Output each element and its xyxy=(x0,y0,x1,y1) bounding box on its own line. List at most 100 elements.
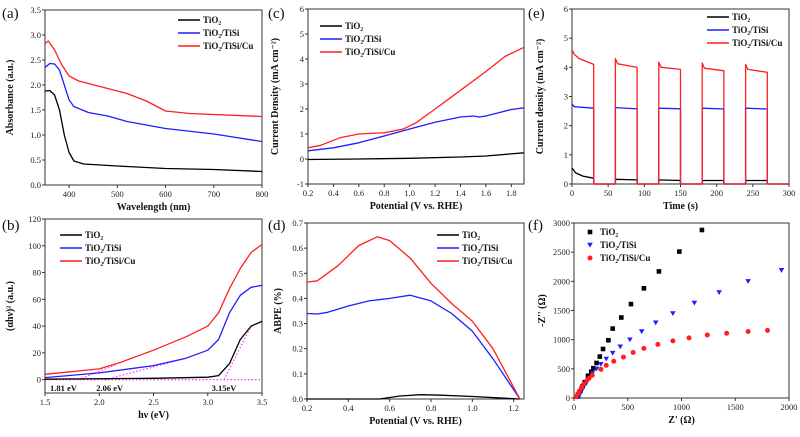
plot-frame xyxy=(307,8,525,185)
series-2 xyxy=(45,40,262,118)
band-gap-annotation: 3.15eV xyxy=(212,383,238,393)
data-point xyxy=(670,311,676,317)
data-point xyxy=(704,332,710,338)
series-0 xyxy=(308,152,524,161)
y-tick-label: 0.3 xyxy=(292,319,303,329)
data-point xyxy=(641,345,647,351)
y-tick-label: 2.5 xyxy=(30,55,41,65)
y-tick-label: 20 xyxy=(33,348,42,358)
legend-entry: TiO₂/TiSi/Cu xyxy=(345,47,395,57)
x-tick-label: 200 xyxy=(710,188,723,198)
legend-marker xyxy=(587,229,593,235)
y-tick-label: 2000 xyxy=(553,276,570,286)
legend-marker xyxy=(587,255,593,261)
band-gap-annotation: 2.06 eV xyxy=(96,383,124,393)
y-tick-label: 6 xyxy=(300,4,304,14)
data-point xyxy=(617,344,624,350)
x-tick-label: 1.6 xyxy=(481,188,492,198)
legend-entry: TiO₂/TiSi xyxy=(462,243,499,253)
x-tick-label: 250 xyxy=(746,188,759,198)
x-tick-label: 1.8 xyxy=(506,188,517,198)
x-tick-label: 500 xyxy=(621,402,634,412)
legend-entry: TiO₂/TiSi xyxy=(732,25,769,35)
series-2 xyxy=(308,46,524,149)
y-tick-label: 1500 xyxy=(553,306,570,316)
data-point xyxy=(620,354,626,360)
series-line xyxy=(307,394,520,400)
x-axis-label: hν (eV) xyxy=(138,410,169,421)
y-tick-label: 0 xyxy=(300,154,304,164)
series-1 xyxy=(308,107,524,152)
y-tick-label: 1.5 xyxy=(30,105,41,115)
x-tick-label: 2.5 xyxy=(148,397,159,407)
series-line xyxy=(45,89,262,173)
x-tick-label: 50 xyxy=(604,188,613,198)
series-line xyxy=(45,243,262,375)
panel-label: (e) xyxy=(528,6,545,22)
y-tick-label: 4 xyxy=(300,54,305,64)
legend-entry: TiO₂/TiSi xyxy=(600,240,637,250)
data-point xyxy=(655,341,661,347)
data-point xyxy=(652,320,659,326)
series-line xyxy=(308,46,524,149)
data-point xyxy=(611,358,617,364)
x-tick-label: 0.6 xyxy=(384,403,395,413)
data-point xyxy=(628,301,634,307)
y-tick-label: 0.0 xyxy=(292,394,303,404)
y-tick-label: 0 xyxy=(566,393,570,403)
data-point xyxy=(745,329,751,334)
series-line xyxy=(572,49,789,185)
y-tick-label: 3 xyxy=(300,79,304,89)
data-point xyxy=(609,350,616,356)
series-line xyxy=(307,294,521,400)
data-point xyxy=(699,227,705,233)
y-tick-label: 100 xyxy=(28,241,41,251)
x-tick-label: 300 xyxy=(783,188,796,198)
y-tick-label: 40 xyxy=(33,321,42,331)
x-tick-label: 0.2 xyxy=(302,403,313,413)
y-tick-label: 2 xyxy=(564,121,568,131)
panel-d: 0.2 0.4 0.6 0.8 1.0 1.2 0.0 0.1 0.2 0.3 0.4 0.5 0.6 0… xyxy=(268,218,525,427)
legend-entry: TiO₂ xyxy=(462,230,480,240)
x-tick-label: 500 xyxy=(111,189,124,199)
y-tick-label: 0.7 xyxy=(292,218,303,228)
panel-label: (b) xyxy=(2,218,20,234)
y-tick-label: 0.0 xyxy=(30,180,41,190)
series-2 xyxy=(574,327,770,399)
legend-entry: TiO₂/TiSi xyxy=(345,34,382,44)
x-tick-label: 0.4 xyxy=(343,403,354,413)
data-point xyxy=(670,338,676,344)
data-point xyxy=(724,330,730,336)
plot-frame xyxy=(44,9,263,186)
legend-entry: TiO₂ xyxy=(600,227,618,237)
legend-entry: TiO₂/TiSi xyxy=(203,28,240,38)
series-line xyxy=(45,320,262,380)
data-point xyxy=(586,375,592,381)
series-2 xyxy=(307,236,521,400)
y-tick-label: 80 xyxy=(33,268,42,278)
data-point xyxy=(677,249,682,254)
series-line xyxy=(45,40,262,118)
y-axis-label: Current Density (mA cm⁻²) xyxy=(270,38,281,155)
y-tick-label: 1000 xyxy=(553,335,570,345)
x-tick-label: 1500 xyxy=(727,402,744,412)
y-tick-label: 3000 xyxy=(553,218,570,228)
series-line xyxy=(308,107,524,152)
panel-label: (d) xyxy=(268,218,286,234)
panel-label: (c) xyxy=(268,6,285,22)
panel-b: 1.5 2.0 2.5 3.0 3.5 0 20 40 60 80 100 120 hν (eV) (αh… xyxy=(2,214,267,421)
x-tick-label: 600 xyxy=(159,189,172,199)
y-tick-label: 3 xyxy=(564,92,568,102)
y-tick-label: 3.0 xyxy=(30,30,41,40)
panel-f: 0 500 1000 1500 2000 0 500 1000 1500 2000 2500 3000… xyxy=(528,218,798,426)
y-axis-label: (αhν)² (a.u.) xyxy=(5,281,16,331)
x-tick-label: 150 xyxy=(674,188,687,198)
y-tick-label: 0.5 xyxy=(292,268,303,278)
x-tick-label: 400 xyxy=(63,189,76,199)
legend-marker xyxy=(587,242,593,248)
x-tick-label: 2000 xyxy=(781,402,798,412)
band-gap-annotation: 1.81 eV xyxy=(50,383,78,393)
x-axis-label: Z' (Ω) xyxy=(668,415,695,426)
x-tick-label: 1.5 xyxy=(40,397,51,407)
